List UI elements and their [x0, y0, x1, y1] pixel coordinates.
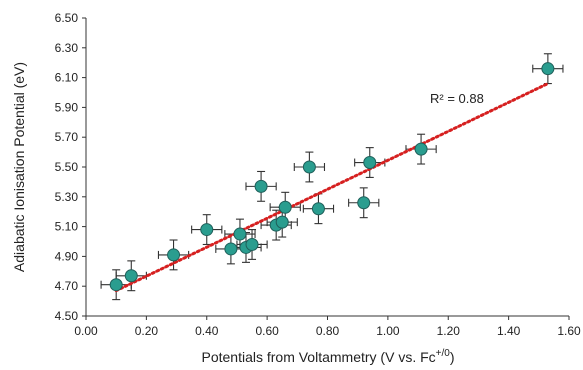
y-tick-label: 4.50: [55, 309, 79, 323]
data-point: [278, 200, 292, 214]
data-point: [311, 202, 325, 216]
x-tick-label: 0.80: [316, 324, 340, 338]
data-point: [200, 223, 214, 237]
data-point: [357, 196, 371, 210]
y-axis-ticks: 4.50 4.70 4.90 5.10 5.30 5.50 5.70 5.90 6.10 6.30…: [55, 11, 86, 323]
x-tick-label: 1.20: [437, 324, 461, 338]
data-point: [414, 142, 428, 156]
y-tick-label: 5.30: [55, 190, 79, 204]
y-tick-label: 4.70: [55, 279, 79, 293]
data-point: [254, 179, 268, 193]
data-point: [109, 278, 123, 292]
data-point: [275, 215, 289, 229]
data-point: [124, 269, 138, 283]
trendline-group: [114, 82, 550, 293]
x-tick-label: 0.60: [255, 324, 279, 338]
x-axis-title-superscript: +/0: [436, 348, 451, 359]
y-tick-label: 6.50: [55, 11, 79, 25]
y-tick-label: 6.30: [55, 41, 79, 55]
trendline: [114, 82, 550, 293]
data-point: [233, 227, 247, 241]
data-point: [302, 160, 316, 174]
data-point: [224, 242, 238, 256]
data-point: [363, 156, 377, 170]
error-bars: [100, 53, 564, 301]
x-axis-title: Potentials from Voltammetry (V vs. Fc+/0…: [201, 348, 454, 365]
y-tick-label: 5.70: [55, 130, 79, 144]
x-tick-label: 1.00: [376, 324, 400, 338]
y-axis-title: Adiabatic Ionisation Potential (eV): [11, 62, 27, 272]
x-tick-label: 0.00: [74, 324, 98, 338]
data-point: [245, 237, 259, 251]
y-tick-label: 5.50: [55, 160, 79, 174]
x-axis-title-end: ): [450, 349, 455, 365]
y-tick-label: 4.90: [55, 249, 79, 263]
x-tick-label: 0.20: [135, 324, 159, 338]
data-point: [167, 248, 181, 262]
x-tick-label: 1.60: [557, 324, 581, 338]
x-axis-ticks: 0.00 0.20 0.40 0.60 0.80 1.00 1.20 1.40 1.60: [74, 316, 581, 338]
x-axis-title-main: Potentials from Voltammetry (V vs. Fc: [201, 349, 435, 365]
x-tick-label: 0.40: [195, 324, 219, 338]
y-tick-label: 5.90: [55, 100, 79, 114]
y-tick-label: 5.10: [55, 220, 79, 234]
data-point: [541, 62, 555, 76]
x-tick-label: 1.40: [497, 324, 521, 338]
r-squared-annotation: R² = 0.88: [430, 91, 484, 106]
y-tick-label: 6.10: [55, 71, 79, 85]
data-points: [109, 62, 555, 292]
